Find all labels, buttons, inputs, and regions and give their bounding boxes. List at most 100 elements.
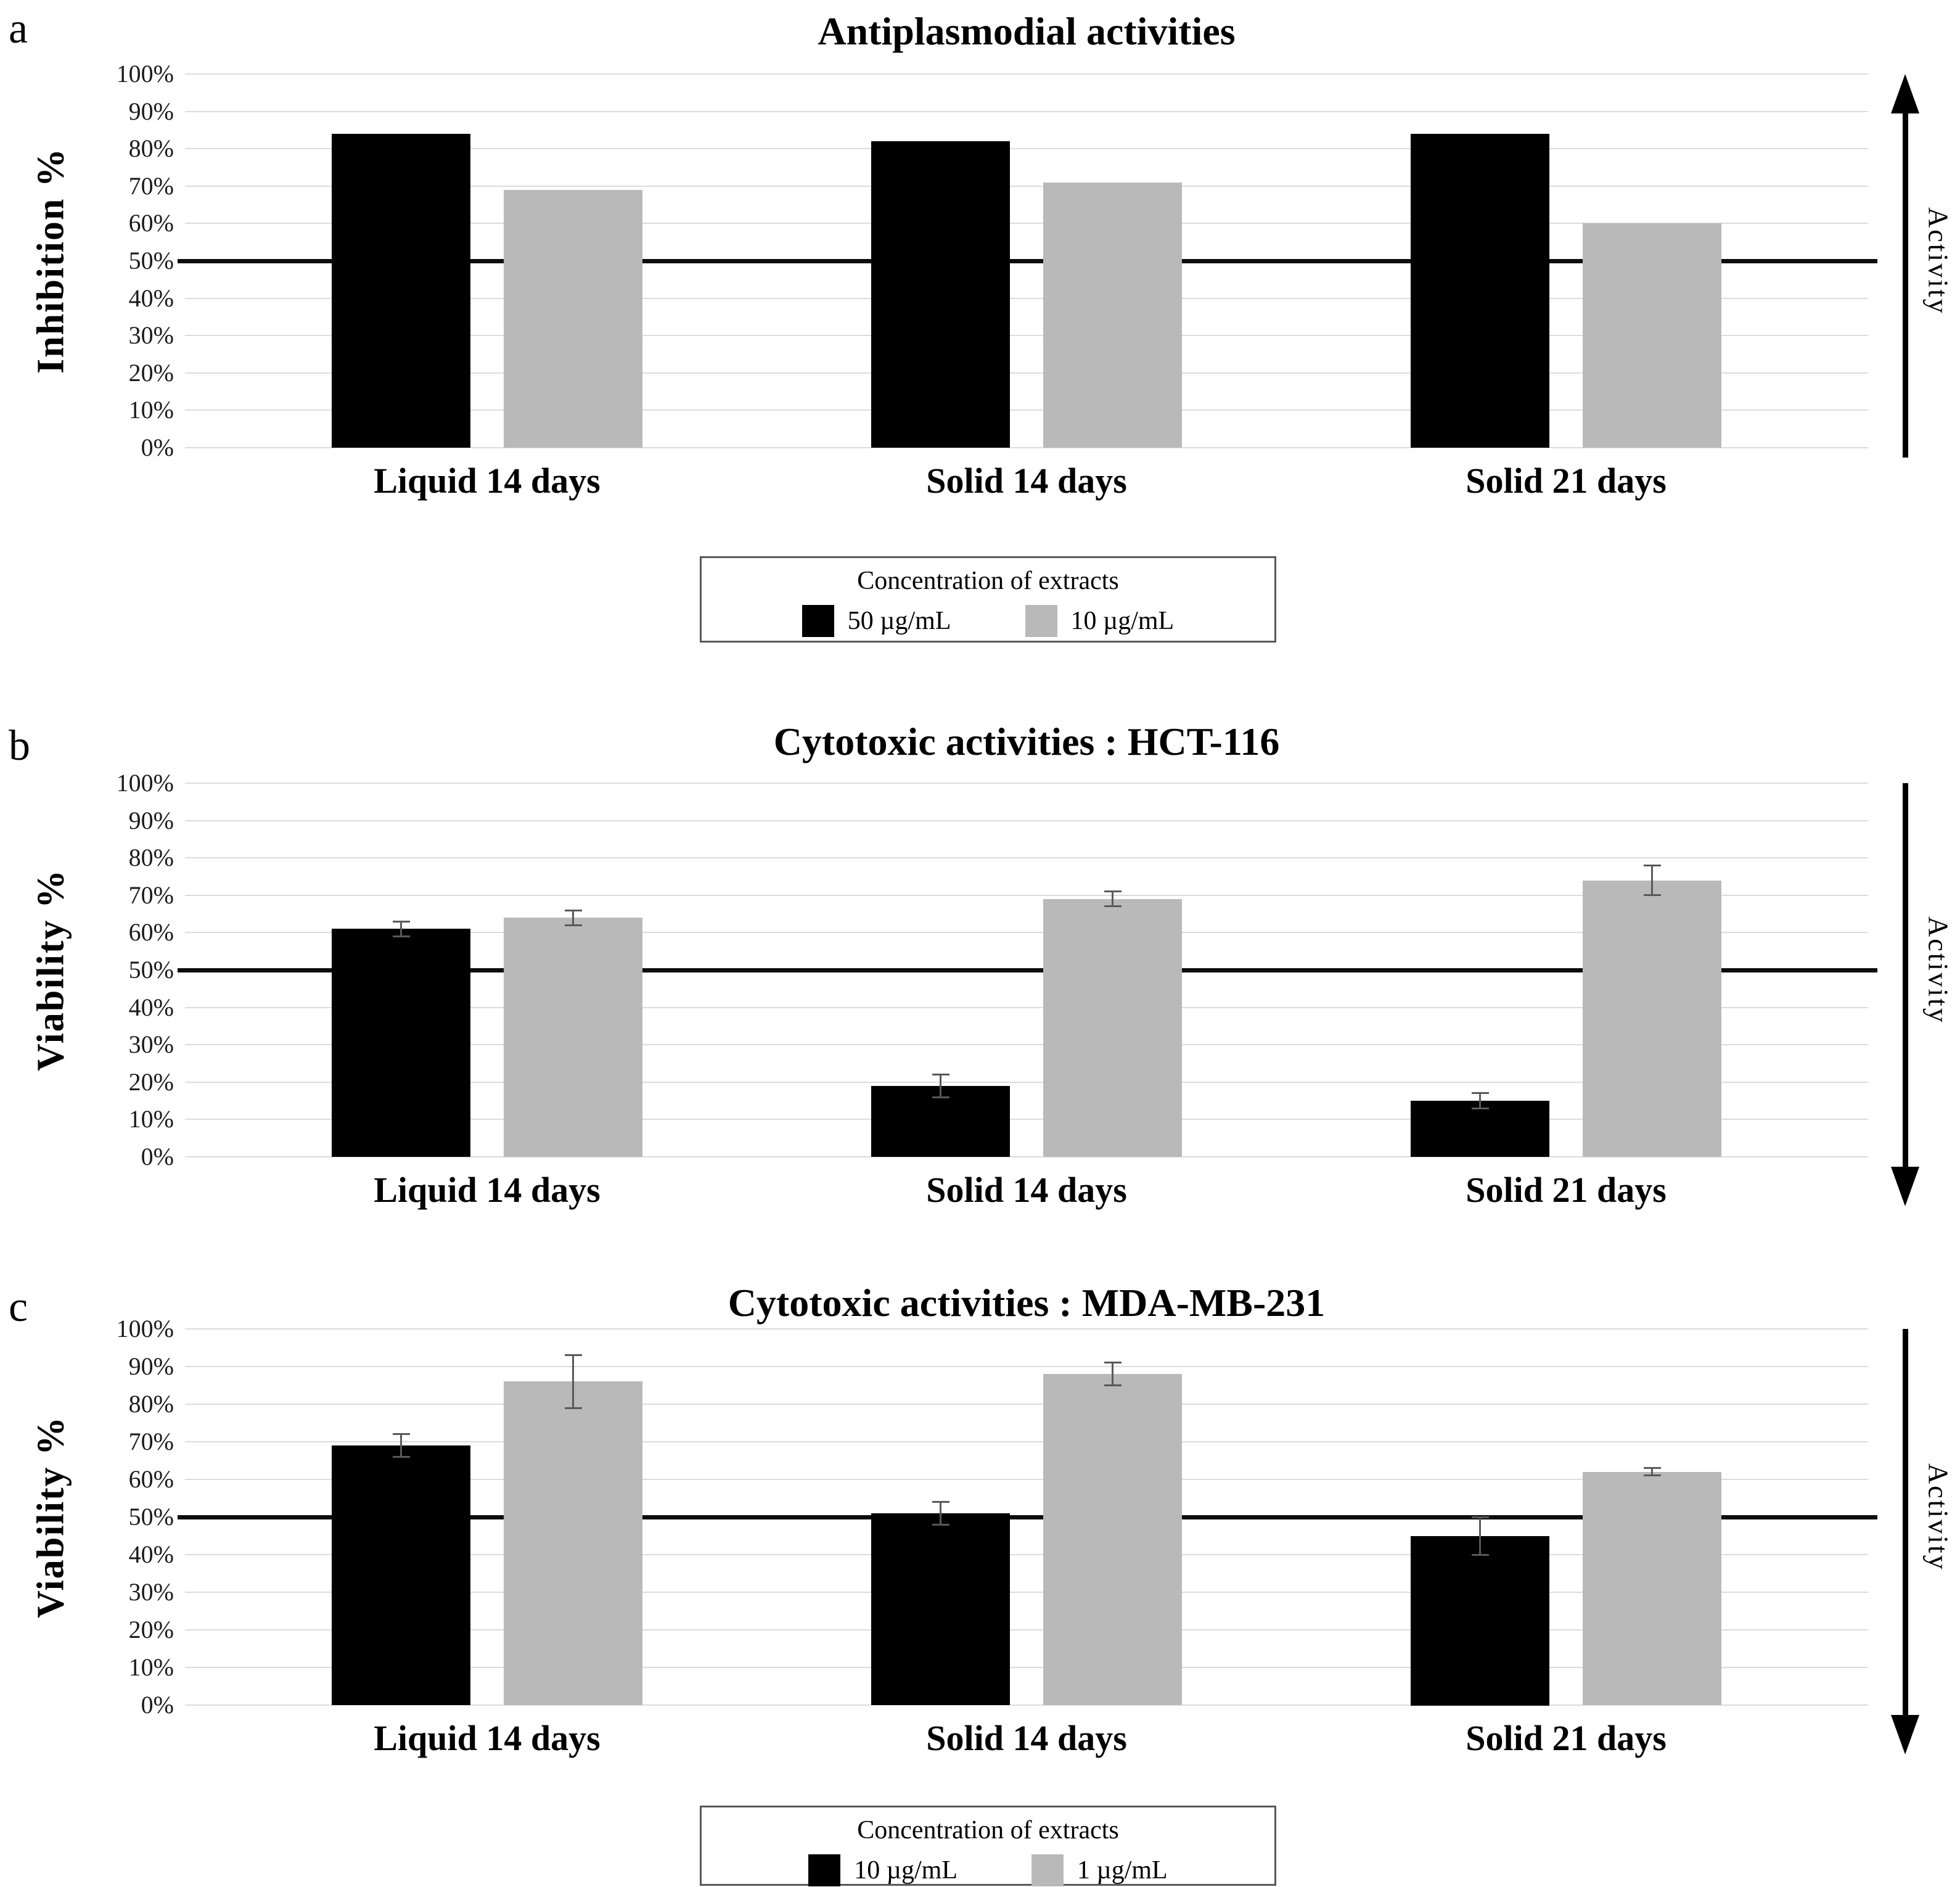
error-bar-cap-top <box>1104 1362 1121 1363</box>
error-bar <box>1651 865 1653 895</box>
gridline <box>185 372 1868 374</box>
bar-black <box>332 1445 470 1705</box>
error-bar <box>1112 1363 1113 1386</box>
error-bar-cap-bottom <box>1644 894 1661 896</box>
category-label: Liquid 14 days <box>374 1170 601 1210</box>
y-tick-label: 10% <box>128 1653 174 1681</box>
activity-arrow-line <box>1903 106 1908 458</box>
y-tick-label: 60% <box>128 918 174 946</box>
y-tick-label: 0% <box>141 434 174 461</box>
y-tick-label: 90% <box>128 807 174 834</box>
gridline <box>185 447 1868 448</box>
error-bar-cap-bottom <box>1472 1108 1489 1109</box>
error-bar <box>1479 1093 1481 1108</box>
activity-arrow-down-icon <box>1891 1715 1919 1754</box>
y-tick-label: 70% <box>128 172 174 200</box>
bar-black <box>871 1513 1010 1705</box>
gridline <box>185 1704 1868 1706</box>
bar-gray <box>1043 1374 1182 1705</box>
activity-axis-label: Activity <box>1922 1463 1954 1571</box>
y-tick-label: 20% <box>128 359 174 387</box>
activity-arrow-line <box>1903 1329 1908 1722</box>
gridline <box>185 1667 1868 1668</box>
error-bar <box>940 1502 941 1525</box>
y-tick-label: 20% <box>128 1616 174 1643</box>
y-tick-label: 30% <box>128 1030 174 1058</box>
gridline <box>185 1554 1868 1555</box>
error-bar-cap-bottom <box>932 1524 949 1526</box>
legend-entry-label: 1 µg/mL <box>1077 1856 1168 1885</box>
error-bar <box>400 921 402 936</box>
y-tick-label: 60% <box>128 1465 174 1493</box>
bar-gray <box>1043 899 1182 1157</box>
gridline <box>185 186 1868 187</box>
error-bar-cap-bottom <box>1104 905 1121 907</box>
y-tick-label: 100% <box>116 1315 174 1342</box>
gridline <box>185 1044 1868 1045</box>
legend-entry: 10 µg/mL <box>808 1854 957 1887</box>
bar-black <box>1411 134 1549 448</box>
y-tick-label: 10% <box>128 396 174 424</box>
error-bar-cap-bottom <box>1104 1384 1121 1386</box>
y-tick-label: 50% <box>128 247 174 274</box>
chart-title: Cytotoxic activities : MDA-MB-231 <box>728 1281 1326 1325</box>
error-bar-cap-bottom <box>565 924 582 926</box>
bar-gray <box>1583 223 1721 448</box>
y-tick-label: 100% <box>116 60 174 88</box>
bar-gray <box>1583 881 1721 1157</box>
gridline <box>185 1119 1868 1120</box>
y-tick-label: 30% <box>128 321 174 349</box>
activity-axis-label: Activity <box>1922 916 1954 1024</box>
reference-line-50 <box>178 968 1877 972</box>
category-label: Solid 14 days <box>926 461 1127 501</box>
error-bar <box>1479 1517 1481 1555</box>
gridline <box>185 1082 1868 1083</box>
gridline <box>185 1404 1868 1405</box>
bar-black <box>1411 1101 1549 1157</box>
y-tick-label: 80% <box>128 844 174 871</box>
gridline <box>185 335 1868 336</box>
category-label: Solid 21 days <box>1466 1718 1667 1758</box>
y-tick-label: 70% <box>128 881 174 909</box>
error-bar-cap-top <box>1472 1092 1489 1094</box>
legend-swatch-black <box>802 605 834 638</box>
bar-gray <box>504 1381 642 1705</box>
y-tick-label: 0% <box>141 1143 174 1170</box>
legend-row: 10 µg/mL 1 µg/mL <box>808 1854 1168 1887</box>
error-bar-cap-top <box>1104 890 1121 892</box>
gridline <box>185 1592 1868 1593</box>
error-bar <box>400 1434 402 1457</box>
activity-arrow-line <box>1903 783 1908 1174</box>
error-bar-cap-top <box>565 910 582 911</box>
y-tick-label: 50% <box>128 956 174 984</box>
y-tick-label: 90% <box>128 1352 174 1380</box>
gridline <box>185 111 1868 112</box>
y-tick-label: 60% <box>128 209 174 237</box>
error-bar-cap-bottom <box>932 1096 949 1098</box>
bar-black <box>871 141 1010 448</box>
legend: Concentration of extracts 50 µg/mL 10 µg/m… <box>700 556 1276 643</box>
y-tick-label: 70% <box>128 1428 174 1455</box>
category-label: Solid 14 days <box>926 1718 1127 1758</box>
category-label: Solid 14 days <box>926 1170 1127 1210</box>
gridline <box>185 409 1868 411</box>
error-bar-cap-top <box>565 1354 582 1356</box>
gridline <box>185 820 1868 821</box>
gridline <box>185 223 1868 224</box>
bar-gray <box>504 190 642 448</box>
bar-black <box>1411 1536 1549 1706</box>
bar-black <box>332 134 470 448</box>
y-tick-label: 0% <box>141 1691 174 1719</box>
gridline <box>185 1479 1868 1480</box>
gridline <box>185 1441 1868 1442</box>
legend-entry-label: 10 µg/mL <box>1070 607 1175 636</box>
error-bar-cap-bottom <box>1472 1554 1489 1556</box>
gridline <box>185 1366 1868 1367</box>
y-tick-label: 100% <box>116 769 174 797</box>
gridline <box>185 1328 1868 1330</box>
gridline <box>185 298 1868 299</box>
legend-entry: 10 µg/mL <box>1025 605 1175 638</box>
legend-entry: 50 µg/mL <box>802 605 951 638</box>
